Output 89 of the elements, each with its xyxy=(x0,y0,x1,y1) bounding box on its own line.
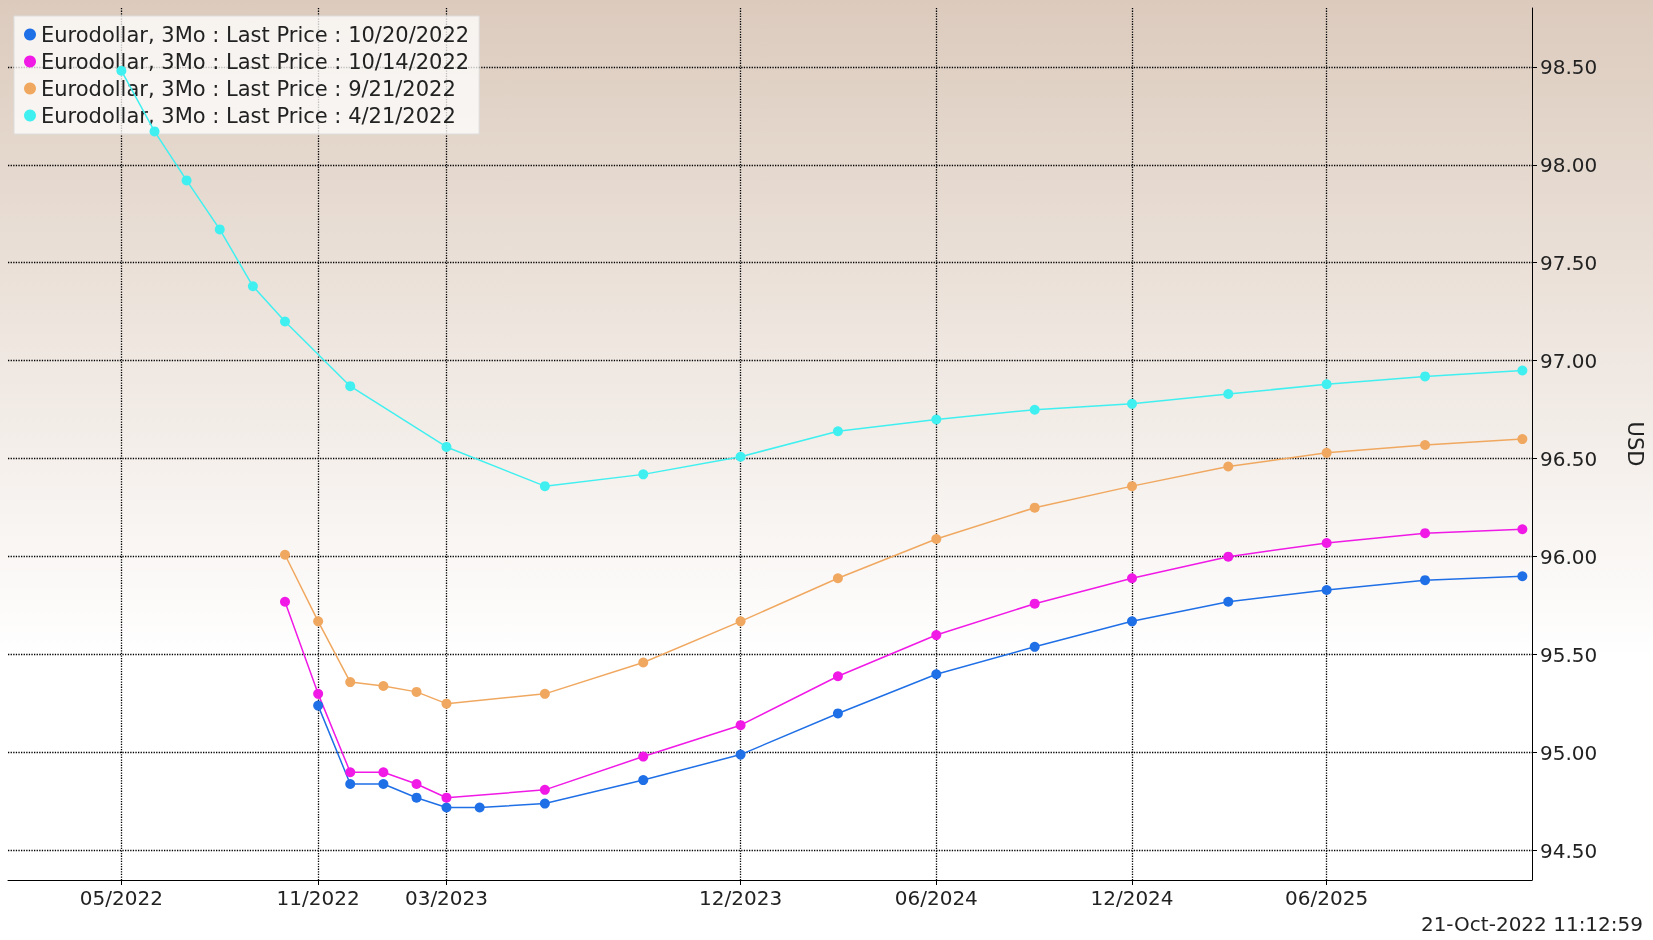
point xyxy=(441,802,452,813)
point xyxy=(1029,404,1040,415)
point xyxy=(345,767,356,778)
point xyxy=(931,630,942,641)
point xyxy=(313,688,324,699)
point xyxy=(539,688,550,699)
point xyxy=(1223,551,1234,562)
point xyxy=(832,708,843,719)
point xyxy=(378,778,389,789)
y-tick-label: 98.50 xyxy=(1540,54,1598,79)
point xyxy=(1517,571,1528,582)
y-axis-title: USD xyxy=(1622,421,1647,467)
y-tick-label: 97.50 xyxy=(1540,250,1598,275)
point xyxy=(1321,584,1332,595)
point xyxy=(539,784,550,795)
y-tick-label: 96.50 xyxy=(1540,446,1598,471)
point xyxy=(1127,616,1138,627)
point xyxy=(1223,596,1234,607)
point xyxy=(931,669,942,680)
point xyxy=(931,534,942,545)
x-tick-label: 12/2023 xyxy=(699,886,783,910)
point xyxy=(474,802,485,813)
point xyxy=(1420,371,1431,382)
point xyxy=(1029,502,1040,513)
point xyxy=(1420,528,1431,539)
point xyxy=(1517,524,1528,535)
x-tick-label: 12/2024 xyxy=(1090,886,1174,910)
point xyxy=(280,549,290,560)
point xyxy=(1127,481,1138,492)
point xyxy=(735,720,746,731)
point xyxy=(313,700,324,711)
point xyxy=(1223,389,1234,400)
point xyxy=(735,749,746,760)
point xyxy=(1029,641,1040,652)
point xyxy=(1321,447,1332,458)
point xyxy=(735,616,746,627)
point xyxy=(313,616,324,627)
point xyxy=(638,775,649,786)
point xyxy=(411,686,422,697)
point xyxy=(1517,434,1528,445)
point xyxy=(345,381,356,392)
point xyxy=(1029,598,1040,609)
legend-label: Eurodollar, 3Mo : Last Price : 10/20/2022 xyxy=(41,22,470,47)
point xyxy=(378,767,389,778)
x-tick-label: 03/2023 xyxy=(404,886,489,910)
point xyxy=(832,426,843,437)
point xyxy=(441,441,452,452)
x-tick-label: 06/2025 xyxy=(1285,886,1369,910)
point xyxy=(638,469,649,480)
point xyxy=(735,451,746,462)
point xyxy=(1321,379,1332,390)
point xyxy=(931,414,942,425)
point xyxy=(832,573,843,584)
point xyxy=(247,281,258,292)
point xyxy=(345,778,356,789)
point xyxy=(832,671,843,682)
point xyxy=(441,698,452,709)
point xyxy=(1127,573,1138,584)
point xyxy=(214,224,225,235)
point xyxy=(1420,439,1431,450)
point xyxy=(638,751,649,762)
y-tick-label: 98.00 xyxy=(1540,152,1598,177)
point xyxy=(539,481,550,492)
y-tick-label: 94.50 xyxy=(1540,838,1598,863)
point xyxy=(638,657,649,668)
point xyxy=(1517,365,1528,376)
x-tick-label: 06/2024 xyxy=(894,886,978,910)
point xyxy=(539,798,550,809)
text: 21-Oct-2022 11:12:59 xyxy=(1420,912,1644,936)
y-tick-label: 95.50 xyxy=(1540,642,1598,667)
point xyxy=(1127,398,1138,409)
x-tick-label: 11/2022 xyxy=(276,886,360,910)
point xyxy=(411,792,422,803)
y-tick-label: 96.00 xyxy=(1540,544,1598,569)
point xyxy=(280,596,290,607)
point xyxy=(1223,461,1234,472)
point xyxy=(1420,575,1431,586)
point xyxy=(378,681,389,691)
legend-label: Eurodollar, 3Mo : Last Price : 10/14/2022 xyxy=(41,49,470,74)
point xyxy=(149,126,160,137)
point xyxy=(441,792,452,803)
y-tick-label: 95.00 xyxy=(1540,740,1598,765)
y-tick-label: 97.00 xyxy=(1540,348,1598,373)
point xyxy=(280,316,290,327)
point xyxy=(1321,537,1332,548)
x-tick-label: 05/2022 xyxy=(79,886,163,910)
point xyxy=(345,677,356,688)
point xyxy=(411,778,422,789)
point xyxy=(181,175,192,186)
